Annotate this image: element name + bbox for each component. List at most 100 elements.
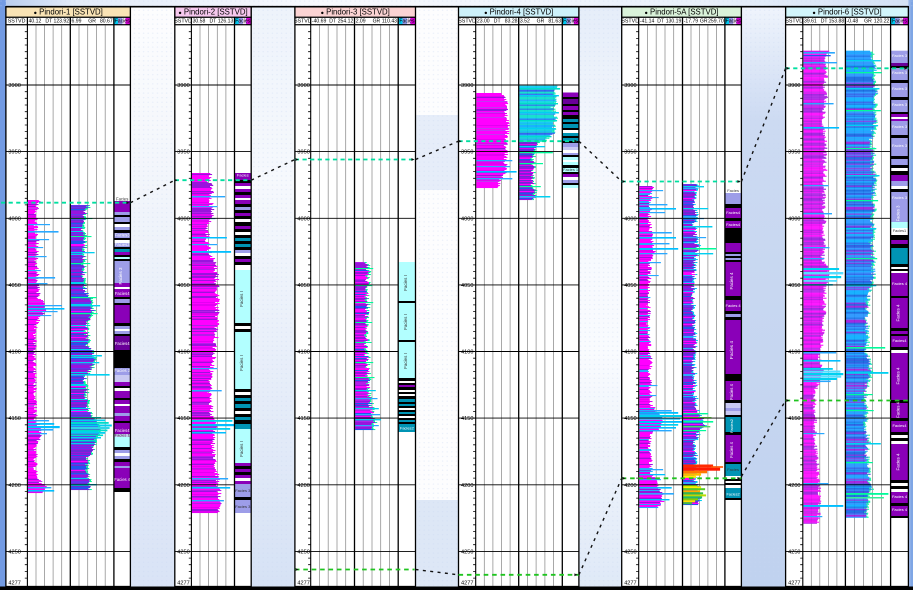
svg-text:3900: 3900 <box>8 83 20 89</box>
svg-text:4000: 4000 <box>8 216 20 222</box>
svg-text:Facies 4: Facies 4 <box>729 441 734 457</box>
svg-text:GR: GR <box>537 19 545 25</box>
svg-text:SSTVD: SSTVD <box>785 19 803 25</box>
svg-text:110.43: 110.43 <box>382 19 397 25</box>
svg-text:Facies 3: Facies 3 <box>892 195 908 200</box>
svg-text:4277: 4277 <box>297 580 309 586</box>
svg-text:-17.79: -17.79 <box>684 19 699 25</box>
svg-text:4150: 4150 <box>8 416 20 422</box>
svg-text:Facies 4: Facies 4 <box>896 401 901 417</box>
svg-text:Facies I: Facies I <box>403 314 408 330</box>
svg-text:4000: 4000 <box>461 216 473 222</box>
svg-text:SSTVD: SSTVD <box>8 19 26 25</box>
svg-text:Facies: Facies <box>115 19 130 25</box>
svg-text:Facies 4: Facies 4 <box>729 383 734 399</box>
svg-text:Facies4: Facies4 <box>892 423 907 428</box>
svg-text:Facies 3: Facies 3 <box>892 86 908 91</box>
svg-text:Facies 4: Facies 4 <box>729 272 734 290</box>
svg-text:Facies: Facies <box>235 19 250 25</box>
svg-text:SSTVD: SSTVD <box>294 19 312 25</box>
svg-text:4050: 4050 <box>624 283 636 289</box>
svg-text:Facies: Facies <box>237 173 249 178</box>
svg-text:4250: 4250 <box>177 550 189 556</box>
svg-text:4250: 4250 <box>297 550 309 556</box>
svg-text:Facies4: Facies4 <box>726 222 741 227</box>
svg-text:4200: 4200 <box>624 483 636 489</box>
svg-text:DT: DT <box>657 19 664 25</box>
svg-text:3900: 3900 <box>461 83 473 89</box>
svg-text:GR: GR <box>373 19 381 25</box>
svg-text:40.12: 40.12 <box>29 19 42 25</box>
svg-text:3.52: 3.52 <box>520 19 530 25</box>
svg-text:Facies: Facies <box>726 19 741 25</box>
svg-text:GR: GR <box>700 19 708 25</box>
svg-text:Facies: Facies <box>399 19 414 25</box>
svg-text:Facies 3: Facies 3 <box>892 102 908 107</box>
svg-text:4250: 4250 <box>8 550 20 556</box>
svg-text:4050: 4050 <box>8 283 20 289</box>
svg-text:4277: 4277 <box>177 580 189 586</box>
svg-text:Facies 3: Facies 3 <box>892 143 908 148</box>
svg-text:3900: 3900 <box>177 83 189 89</box>
svg-text:Facies 4: Facies 4 <box>896 304 901 322</box>
svg-text:3950: 3950 <box>788 150 800 156</box>
svg-text:Facies: Facies <box>563 19 578 25</box>
svg-text:Facies3: Facies3 <box>115 233 130 238</box>
svg-text:4250: 4250 <box>461 550 473 556</box>
svg-text:4150: 4150 <box>461 416 473 422</box>
svg-text:SSTVD: SSTVD <box>458 19 476 25</box>
svg-text:4000: 4000 <box>624 216 636 222</box>
svg-text:DT: DT <box>329 19 336 25</box>
svg-text:4050: 4050 <box>461 283 473 289</box>
svg-text:● Pindori-1 [SSTVD]: ● Pindori-1 [SSTVD] <box>34 8 103 17</box>
svg-text:4277: 4277 <box>788 580 800 586</box>
svg-text:Facies 4: Facies 4 <box>726 303 742 308</box>
svg-text:● Pindori-5A [SSTVD]: ● Pindori-5A [SSTVD] <box>644 8 718 17</box>
svg-text:4100: 4100 <box>8 350 20 356</box>
svg-text:3950: 3950 <box>297 150 309 156</box>
svg-text:120.22: 120.22 <box>874 19 890 25</box>
svg-text:● Pindori-4 [SSTVD]: ● Pindori-4 [SSTVD] <box>484 8 553 17</box>
svg-text:4150: 4150 <box>297 416 309 422</box>
svg-text:Facies: Facies <box>116 197 128 202</box>
svg-text:126.13: 126.13 <box>218 19 234 25</box>
svg-text:80.67: 80.67 <box>100 19 113 25</box>
svg-text:-0.48: -0.48 <box>847 19 859 25</box>
svg-text:SSTVD: SSTVD <box>621 19 639 25</box>
svg-text:2.09: 2.09 <box>356 19 366 25</box>
svg-text:4000: 4000 <box>177 216 189 222</box>
svg-text:-40.69: -40.69 <box>312 19 327 25</box>
svg-text:Facies 4: Facies 4 <box>892 507 908 512</box>
svg-text:3950: 3950 <box>461 150 473 156</box>
svg-text:Facies 1: Facies 1 <box>115 433 131 438</box>
svg-text:Facies 1: Facies 1 <box>563 167 579 172</box>
svg-text:130.19: 130.19 <box>666 19 682 25</box>
svg-text:4050: 4050 <box>788 283 800 289</box>
svg-text:Facies3: Facies3 <box>115 242 130 247</box>
svg-text:4000: 4000 <box>297 216 309 222</box>
svg-text:DT: DT <box>210 19 217 25</box>
svg-text:Facies: Facies <box>727 188 739 193</box>
svg-text:Facies 3: Facies 3 <box>892 124 908 129</box>
svg-text:Facies 4: Facies 4 <box>896 453 901 471</box>
svg-text:123.92: 123.92 <box>54 19 70 25</box>
svg-text:Facies 3: Facies 3 <box>235 504 251 509</box>
svg-text:Facies 3: Facies 3 <box>892 70 908 75</box>
svg-text:DT: DT <box>494 19 501 25</box>
svg-text:Facies 4: Facies 4 <box>114 477 130 482</box>
svg-text:4277: 4277 <box>461 580 473 586</box>
svg-text:4100: 4100 <box>297 350 309 356</box>
svg-text:Facies 3: Facies 3 <box>118 267 123 285</box>
svg-text:Facies2: Facies2 <box>400 426 415 431</box>
svg-text:4250: 4250 <box>624 550 636 556</box>
svg-text:4050: 4050 <box>177 283 189 289</box>
svg-text:4277: 4277 <box>624 580 636 586</box>
svg-text:Facies 4: Facies 4 <box>729 341 735 359</box>
svg-text:Facies1: Facies1 <box>893 229 906 233</box>
svg-text:Facies 4: Facies 4 <box>892 494 908 499</box>
svg-text:3950: 3950 <box>177 150 189 156</box>
svg-text:● Pindori-2 [SSTVD]: ● Pindori-2 [SSTVD] <box>178 8 247 17</box>
svg-text:4200: 4200 <box>8 483 20 489</box>
svg-text:Facies I: Facies I <box>239 441 244 457</box>
svg-text:254.12: 254.12 <box>338 19 354 25</box>
